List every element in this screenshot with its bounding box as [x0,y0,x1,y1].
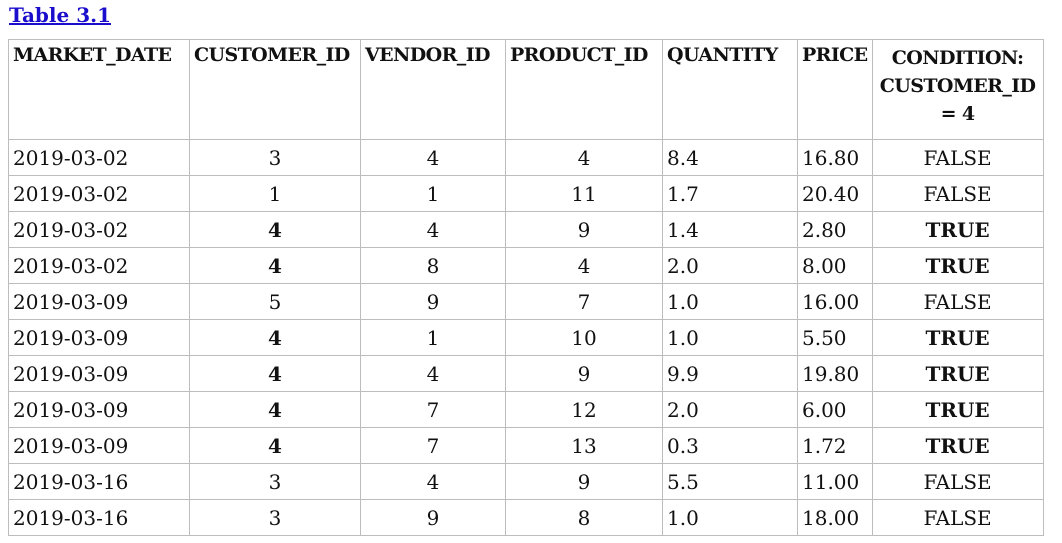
cell-price: 18.00 [797,499,873,536]
cell-price: 2.80 [797,211,873,248]
cell-vendor-id: 7 [360,391,506,428]
cell-price: 6.00 [797,391,873,428]
cell-customer-id: 1 [189,175,361,212]
cell-price: 11.00 [797,463,873,500]
table-row: 2019-03-09 5 9 7 1.0 16.00 FALSE [8,283,1044,320]
cell-condition: TRUE [871,319,1044,356]
cell-condition: TRUE [871,211,1044,248]
cell-condition: TRUE [871,391,1044,428]
cell-quantity: 9.9 [662,355,798,392]
cell-vendor-id: 4 [360,139,506,176]
cell-quantity: 1.0 [662,283,798,320]
header-market-date: MARKET_DATE [8,39,190,140]
cell-quantity: 8.4 [662,139,798,176]
cell-market-date: 2019-03-02 [8,139,190,176]
cell-customer-id: 4 [189,247,361,284]
cell-quantity: 1.0 [662,319,798,356]
cell-customer-id: 4 [189,391,361,428]
table-row: 2019-03-09 4 4 9 9.9 19.80 TRUE [8,355,1044,392]
cell-price: 8.00 [797,247,873,284]
cell-vendor-id: 4 [360,463,506,500]
cell-quantity: 2.0 [662,247,798,284]
cell-condition: FALSE [871,499,1044,536]
header-row: MARKET_DATE CUSTOMER_ID VENDOR_ID PRODUC… [8,39,1044,140]
cell-customer-id: 4 [189,355,361,392]
cell-condition: TRUE [871,427,1044,464]
cell-product-id: 11 [505,175,663,212]
cell-price: 1.72 [797,427,873,464]
cell-condition: TRUE [871,355,1044,392]
cell-condition: FALSE [871,463,1044,500]
cell-quantity: 1.4 [662,211,798,248]
table-row: 2019-03-16 3 4 9 5.5 11.00 FALSE [8,463,1044,500]
cell-condition: FALSE [871,139,1044,176]
cell-product-id: 13 [505,427,663,464]
table-row: 2019-03-02 4 4 9 1.4 2.80 TRUE [8,211,1044,248]
cell-market-date: 2019-03-16 [8,463,190,500]
cell-market-date: 2019-03-09 [8,319,190,356]
cell-product-id: 9 [505,211,663,248]
cell-customer-id: 3 [189,499,361,536]
cell-quantity: 5.5 [662,463,798,500]
cell-vendor-id: 1 [360,175,506,212]
cell-customer-id: 3 [189,463,361,500]
cell-market-date: 2019-03-09 [8,427,190,464]
cell-market-date: 2019-03-02 [8,211,190,248]
cell-vendor-id: 9 [360,283,506,320]
cell-vendor-id: 4 [360,211,506,248]
cell-market-date: 2019-03-09 [8,391,190,428]
cell-customer-id: 4 [189,211,361,248]
cell-product-id: 8 [505,499,663,536]
cell-price: 5.50 [797,319,873,356]
cell-product-id: 10 [505,319,663,356]
cell-product-id: 4 [505,247,663,284]
cell-market-date: 2019-03-02 [8,175,190,212]
cell-customer-id: 4 [189,427,361,464]
cell-quantity: 2.0 [662,391,798,428]
cell-market-date: 2019-03-16 [8,499,190,536]
cell-customer-id: 3 [189,139,361,176]
cell-customer-id: 4 [189,319,361,356]
cell-market-date: 2019-03-09 [8,283,190,320]
header-price: PRICE [797,39,873,140]
table-row: 2019-03-02 4 8 4 2.0 8.00 TRUE [8,247,1044,284]
table-body: 2019-03-02 3 4 4 8.4 16.80 FALSE 2019-03-02 1 1 11… [8,139,1044,536]
header-product-id: PRODUCT_ID [505,39,663,140]
cell-market-date: 2019-03-09 [8,355,190,392]
cell-vendor-id: 8 [360,247,506,284]
table-row: 2019-03-16 3 9 8 1.0 18.00 FALSE [8,499,1044,536]
header-vendor-id: VENDOR_ID [360,39,506,140]
cell-customer-id: 5 [189,283,361,320]
table-row: 2019-03-02 1 1 11 1.7 20.40 FALSE [8,175,1044,212]
cell-product-id: 7 [505,283,663,320]
cell-quantity: 0.3 [662,427,798,464]
cell-price: 20.40 [797,175,873,212]
table-row: 2019-03-02 3 4 4 8.4 16.80 FALSE [8,139,1044,176]
cell-quantity: 1.7 [662,175,798,212]
cell-product-id: 4 [505,139,663,176]
cell-price: 16.00 [797,283,873,320]
cell-product-id: 12 [505,391,663,428]
cell-vendor-id: 9 [360,499,506,536]
cell-market-date: 2019-03-02 [8,247,190,284]
header-quantity: QUANTITY [662,39,798,140]
cell-vendor-id: 4 [360,355,506,392]
table-caption-link[interactable]: Table 3.1 [9,3,111,27]
cell-product-id: 9 [505,463,663,500]
table-row: 2019-03-09 4 7 12 2.0 6.00 TRUE [8,391,1044,428]
data-table: MARKET_DATE CUSTOMER_ID VENDOR_ID PRODUC… [8,39,1044,536]
header-condition: CONDITION: CUSTOMER_ID = 4 [871,39,1044,140]
cell-quantity: 1.0 [662,499,798,536]
table-row: 2019-03-09 4 1 10 1.0 5.50 TRUE [8,319,1044,356]
table-row: 2019-03-09 4 7 13 0.3 1.72 TRUE [8,427,1044,464]
cell-vendor-id: 7 [360,427,506,464]
header-customer-id: CUSTOMER_ID [189,39,361,140]
cell-condition: FALSE [871,175,1044,212]
cell-vendor-id: 1 [360,319,506,356]
cell-condition: FALSE [871,283,1044,320]
cell-price: 19.80 [797,355,873,392]
cell-product-id: 9 [505,355,663,392]
cell-price: 16.80 [797,139,873,176]
cell-condition: TRUE [871,247,1044,284]
